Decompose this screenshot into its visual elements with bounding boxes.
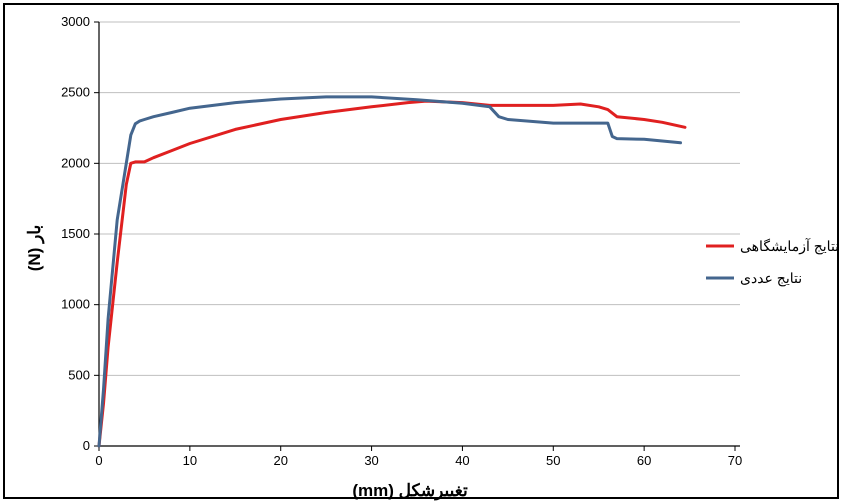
series-lines (97, 95, 687, 448)
x-tick-label: 60 (637, 453, 651, 468)
x-tick-label: 10 (183, 453, 197, 468)
x-tick-label: 0 (95, 453, 102, 468)
series-line-1 (97, 99, 687, 448)
x-tick-label: 20 (273, 453, 287, 468)
x-tick-label: 70 (728, 453, 742, 468)
y-tick-label: 2000 (61, 155, 90, 170)
gridlines (99, 21, 740, 376)
y-tick-label: 3000 (61, 14, 90, 29)
y-tick-label: 1000 (61, 297, 90, 312)
y-tick-label: 2500 (61, 85, 90, 100)
legend-label-2: نتایج عددی (740, 270, 802, 287)
series-line-2 (97, 95, 682, 448)
y-axis-title: بار (N) (25, 225, 45, 271)
x-tick-label: 30 (364, 453, 378, 468)
y-tick-label: 0 (83, 438, 90, 453)
legend: نتایج آزمایشگاهی نتایج عددی (706, 237, 839, 287)
axes (94, 21, 740, 451)
tick-labels: 0 500 1000 1500 2000 2500 3000 0 10 20 30 40 50 60 70 (61, 14, 742, 468)
y-tick-label: 1500 (61, 226, 90, 241)
x-axis-title: تغییرشکل (mm) (352, 481, 468, 501)
chart-frame (3, 3, 839, 499)
x-tick-label: 40 (455, 453, 469, 468)
legend-label-1: نتایج آزمایشگاهی (740, 237, 839, 255)
x-tick-label: 50 (546, 453, 560, 468)
y-tick-label: 500 (68, 367, 90, 382)
